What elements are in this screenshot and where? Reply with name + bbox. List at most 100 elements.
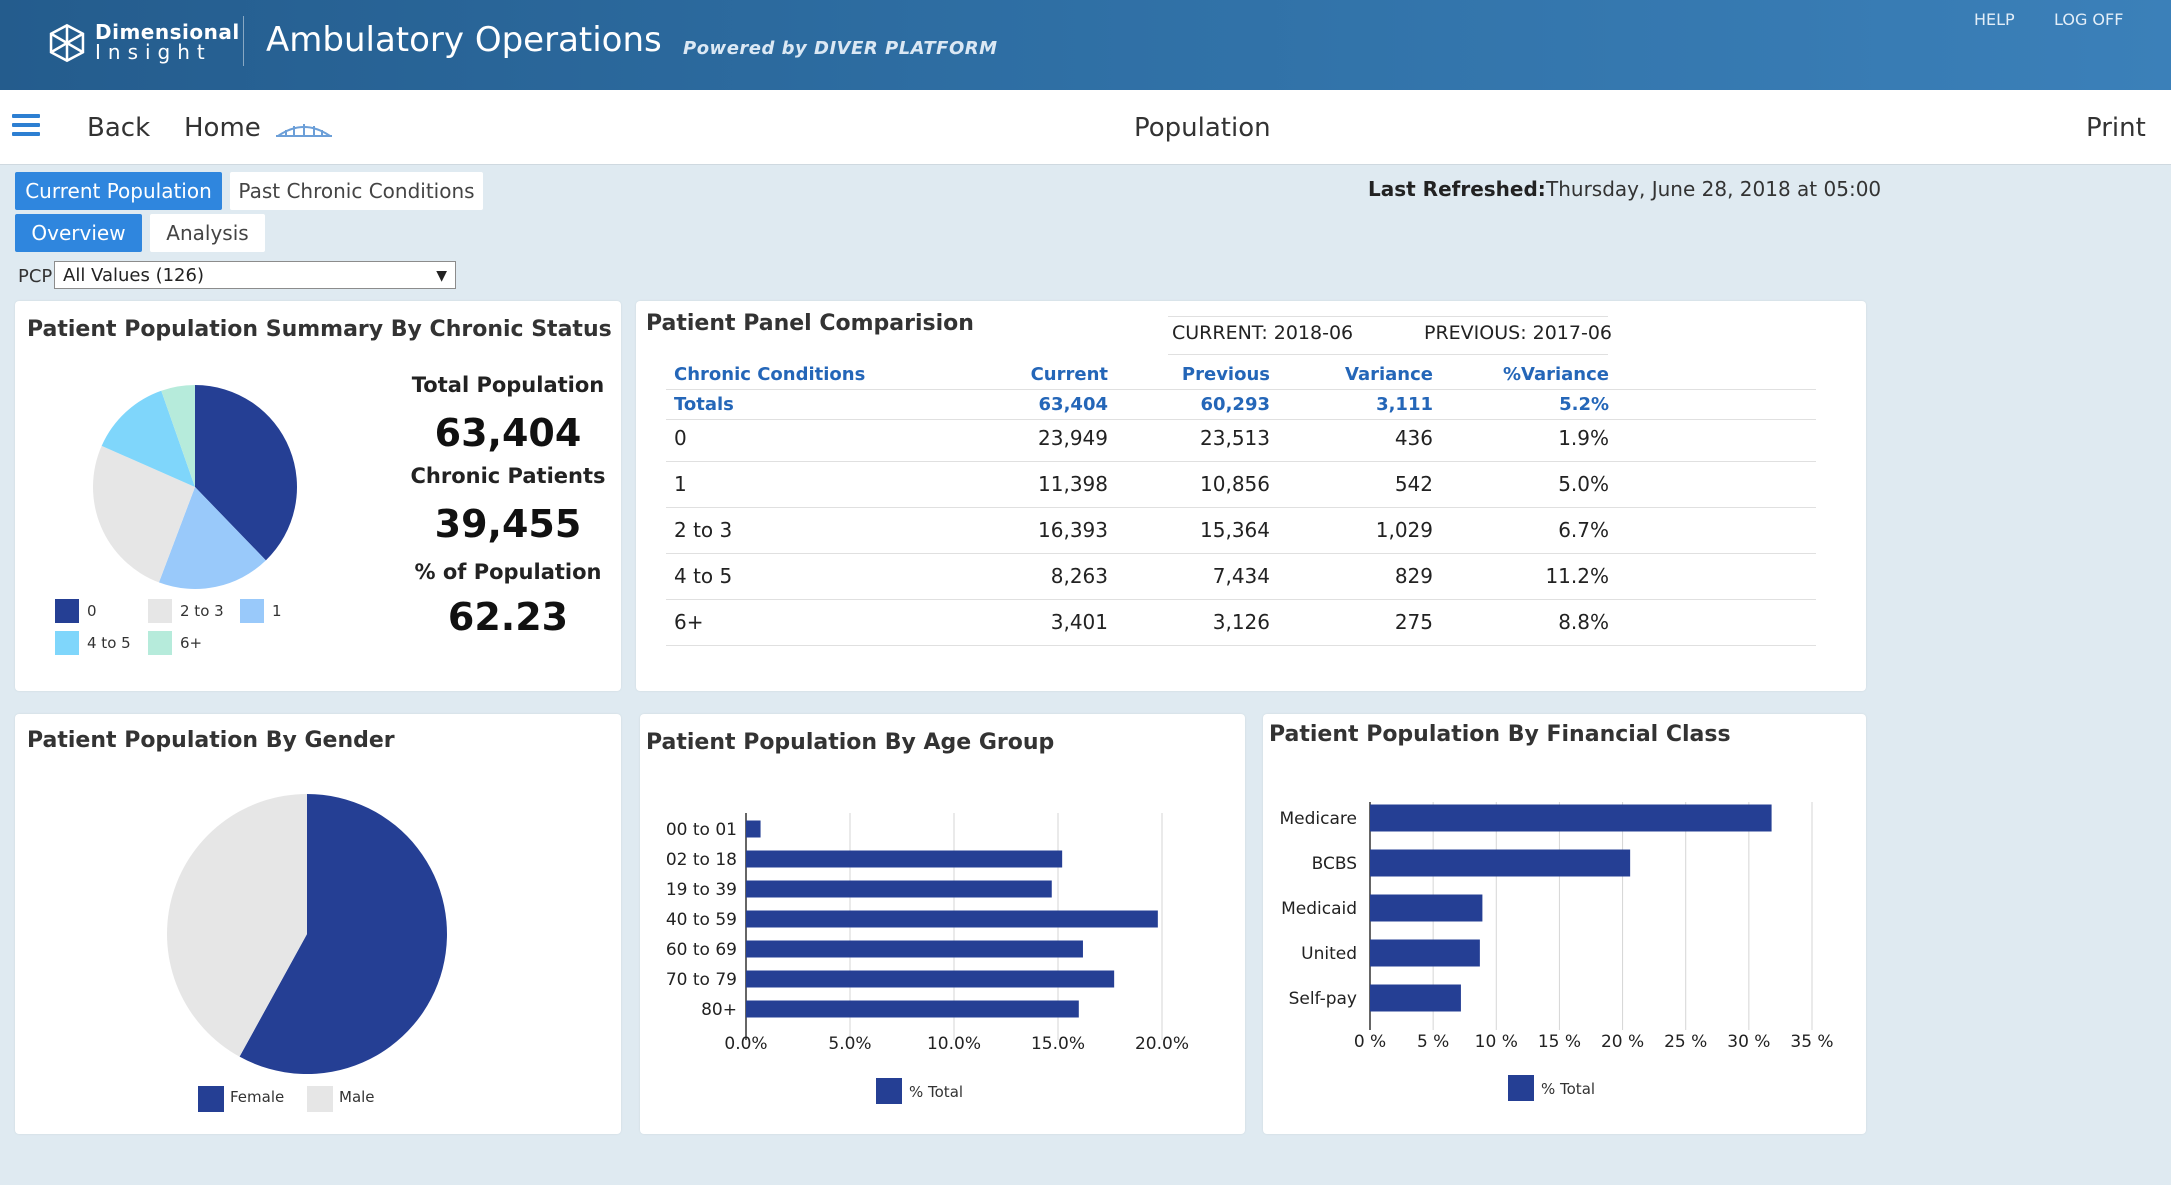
chronic-pie-slice-6[interactable] — [161, 385, 195, 487]
chronic-pie-slice-1[interactable] — [158, 487, 266, 589]
tab-current-population[interactable]: Current Population — [15, 172, 222, 210]
x-tick-label: 10.0% — [927, 1034, 981, 1054]
bridge-icon[interactable] — [276, 118, 332, 140]
table-cell: 5.0% — [1558, 472, 1609, 496]
x-tick-label: 20.0% — [1135, 1034, 1189, 1054]
bar-self-pay[interactable] — [1370, 984, 1461, 1012]
last-refreshed-value: Thursday, June 28, 2018 at 05:00 — [1546, 177, 1882, 201]
table-cell: 3,401 — [1050, 610, 1108, 634]
y-tick-label: 02 to 18 — [666, 850, 737, 870]
table-row-divider — [666, 419, 1816, 420]
table-cell: 1 — [674, 472, 687, 496]
table-cell: 0 — [674, 426, 687, 450]
table-cell: 23,513 — [1200, 426, 1270, 450]
home-button[interactable]: Home — [184, 113, 261, 143]
table-cell: 275 — [1394, 610, 1433, 634]
y-tick-label: 80+ — [701, 1000, 737, 1020]
column-header-previous: Previous — [1181, 364, 1270, 385]
gender-pie-slice-male[interactable] — [167, 794, 307, 1057]
table-cell: 15,364 — [1200, 518, 1270, 542]
gender-pie-chart — [167, 794, 448, 1074]
page-title: Population — [1134, 113, 1271, 143]
table-cell: 23,949 — [1038, 426, 1108, 450]
legend-swatch-0 — [55, 599, 79, 623]
bar-60-to-69[interactable] — [746, 940, 1083, 958]
table-cell: 7,434 — [1212, 564, 1270, 588]
financial-class-panel: Patient Population By Financial Class 0 … — [1263, 714, 1866, 1134]
table-cell: 6+ — [674, 610, 704, 634]
bar-02-to-18[interactable] — [746, 850, 1063, 868]
y-tick-label: Medicare — [1280, 809, 1357, 829]
bar-19-to-39[interactable] — [746, 880, 1052, 898]
x-tick-label: 10 % — [1475, 1032, 1518, 1052]
log-off-link[interactable]: LOG OFF — [2054, 10, 2124, 29]
bar-70-to-79[interactable] — [746, 970, 1115, 988]
current-period-label: CURRENT: 2018-06 — [1172, 322, 1354, 344]
pcp-filter-select[interactable]: All Values (126) ▼ — [54, 261, 456, 289]
bar-medicare[interactable] — [1370, 804, 1772, 832]
totals-cell: Totals — [674, 394, 734, 415]
y-tick-label: BCBS — [1312, 854, 1357, 874]
x-tick-label: 5 % — [1417, 1032, 1449, 1052]
chronic-pie-slice-4-to-5[interactable] — [101, 390, 195, 487]
y-tick-label: United — [1301, 944, 1357, 964]
print-button[interactable]: Print — [2086, 113, 2146, 143]
totals-cell: 3,111 — [1376, 394, 1433, 415]
legend-label-total: % Total — [909, 1083, 963, 1101]
help-link[interactable]: HELP — [1974, 10, 2015, 29]
totals-cell: 60,293 — [1200, 394, 1270, 415]
gender-panel: Patient Population By Gender Female Male — [15, 714, 621, 1134]
totals-cell: 5.2% — [1559, 394, 1609, 415]
panel-comparison-panel: Patient Panel Comparision CURRENT: 2018-… — [636, 301, 1866, 691]
back-button[interactable]: Back — [87, 113, 151, 143]
x-tick-label: 0.0% — [724, 1034, 767, 1054]
menu-icon[interactable] — [12, 114, 40, 136]
tab-overview[interactable]: Overview — [15, 214, 142, 252]
percent-population-value: 62.23 — [447, 595, 569, 639]
x-tick-label: 15.0% — [1031, 1034, 1085, 1054]
previous-period-label: PREVIOUS: 2017-06 — [1424, 322, 1613, 344]
bar-united[interactable] — [1370, 939, 1480, 967]
gender-pie-slice-female[interactable] — [239, 794, 448, 1074]
bar-bcbs[interactable] — [1370, 849, 1631, 877]
legend-swatch-6-plus — [148, 631, 172, 655]
column-header-variance: Variance — [1345, 364, 1433, 385]
gender-title: Patient Population By Gender — [27, 728, 395, 753]
table-row-divider — [666, 389, 1816, 390]
legend-swatch-total — [876, 1078, 902, 1104]
age-group-title: Patient Population By Age Group — [646, 730, 1055, 755]
bar-00-to-01[interactable] — [746, 820, 761, 838]
age-group-panel: Patient Population By Age Group 0.0% 5.0%… — [640, 714, 1245, 1134]
table-cell: 8.8% — [1558, 610, 1609, 634]
total-population-label: Total Population — [411, 373, 605, 397]
table-cell: 3,126 — [1212, 610, 1270, 634]
bar-40-to-59[interactable] — [746, 910, 1158, 928]
total-population-value: 63,404 — [434, 411, 582, 455]
table-cell: 436 — [1394, 426, 1433, 450]
chronic-status-pie-chart — [92, 385, 297, 589]
tab-past-chronic-conditions[interactable]: Past Chronic Conditions — [230, 172, 483, 210]
legend-swatch-male — [307, 1086, 333, 1112]
tab-analysis[interactable]: Analysis — [150, 214, 265, 252]
table-cell: 16,393 — [1038, 518, 1108, 542]
age-group-bar-chart: 0.0% 5.0% 10.0% 15.0% 20.0% 00 to 01 02 to 18 1… — [666, 813, 1189, 1104]
bar-medicaid[interactable] — [1370, 894, 1483, 922]
period-header-line — [1168, 354, 1608, 355]
x-tick-label: 25 % — [1664, 1032, 1707, 1052]
table-row-divider — [666, 645, 1816, 646]
chronic-pie-slice-2-to-3[interactable] — [92, 445, 195, 583]
chronic-pie-slice-0[interactable] — [195, 385, 297, 561]
table-cell: 6.7% — [1558, 518, 1609, 542]
percent-population-label: % of Population — [414, 560, 602, 584]
legend-label-4-to-5: 4 to 5 — [87, 634, 131, 652]
chronic-status-title: Patient Population Summary By Chronic St… — [27, 317, 612, 342]
dropdown-arrow-icon: ▼ — [436, 268, 447, 284]
chronic-patients-label: Chronic Patients — [410, 464, 606, 488]
column-header-current: Current — [1030, 364, 1108, 385]
bar-80[interactable] — [746, 1000, 1079, 1018]
y-tick-label: 70 to 79 — [666, 970, 737, 990]
legend-label-0: 0 — [87, 602, 97, 620]
legend-label-1: 1 — [272, 602, 282, 620]
legend-swatch-2-to-3 — [148, 599, 172, 623]
table-cell: 11,398 — [1038, 472, 1108, 496]
